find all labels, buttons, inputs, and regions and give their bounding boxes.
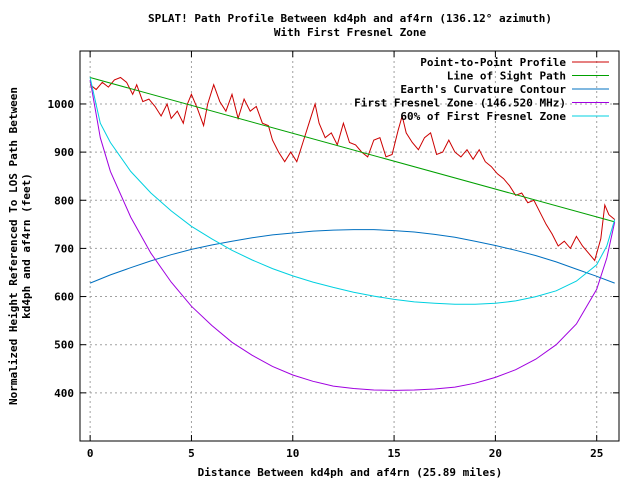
y-tick-label: 1000	[48, 98, 75, 111]
series-lines	[89, 76, 616, 391]
legend-label: Earth's Curvature Contour	[400, 83, 566, 96]
chart-title-line2: With First Fresnel Zone	[274, 26, 427, 39]
legend-label: 60% of First Fresnel Zone	[400, 110, 566, 123]
legend-label: Point-to-Point Profile	[420, 56, 566, 69]
plot-frame	[79, 50, 620, 442]
series-line	[89, 79, 616, 391]
series-line	[89, 229, 615, 284]
y-axis-label-line1: Normalized Height Referenced To LOS Path…	[7, 87, 20, 405]
series-line	[89, 76, 616, 262]
legend-label: First Fresnel Zone (146.520 MHz)	[354, 97, 566, 110]
x-tick-label: 25	[590, 447, 603, 460]
x-axis-label: Distance Between kd4ph and af4rn (25.89 …	[198, 466, 503, 479]
axis-ticks: 0 5 10 15 20 25 400 500 600 700 800 900 1000	[48, 51, 619, 460]
y-tick-label: 500	[54, 339, 74, 352]
y-tick-label: 700	[54, 242, 74, 255]
legend-label: Line of Sight Path	[447, 70, 566, 83]
y-tick-label: 800	[54, 194, 74, 207]
y-tick-label: 400	[54, 387, 74, 400]
x-tick-label: 15	[387, 447, 400, 460]
y-axis-label-line2: kd4ph and af4rn (feet)	[20, 173, 33, 319]
series-line	[89, 77, 616, 305]
x-tick-label: 5	[188, 447, 195, 460]
x-tick-label: 10	[286, 447, 299, 460]
y-tick-label: 600	[54, 291, 74, 304]
x-tick-label: 0	[87, 447, 94, 460]
chart-title-line1: SPLAT! Path Profile Between kd4ph and af…	[148, 12, 552, 25]
y-tick-label: 900	[54, 146, 74, 159]
series-line	[89, 77, 615, 223]
x-tick-label: 20	[489, 447, 502, 460]
